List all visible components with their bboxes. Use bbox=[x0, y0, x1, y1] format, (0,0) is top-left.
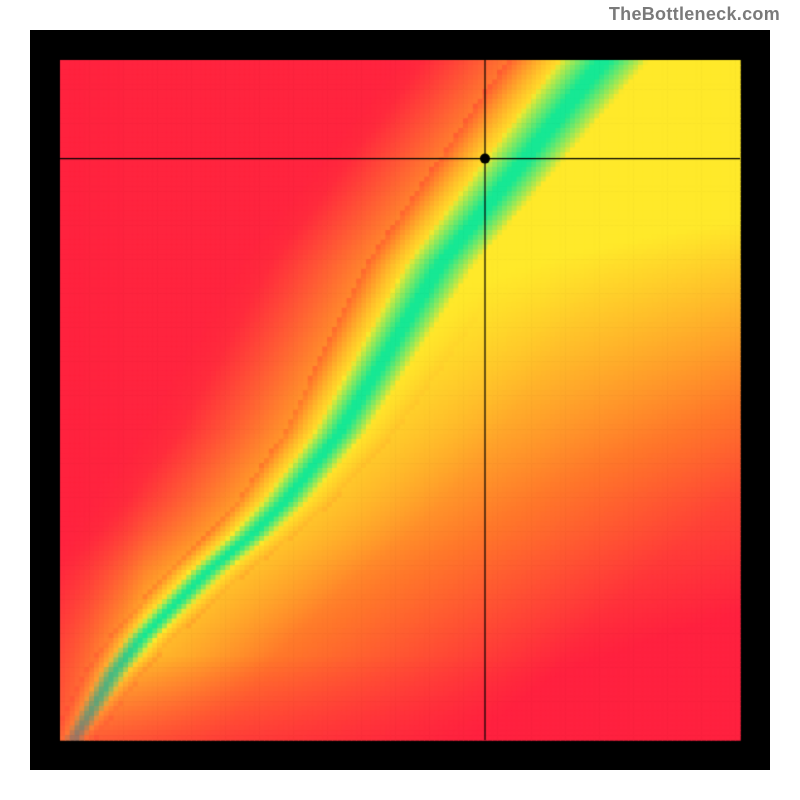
chart-container: TheBottleneck.com bbox=[0, 0, 800, 800]
chart-frame bbox=[30, 30, 770, 770]
attribution-text: TheBottleneck.com bbox=[609, 4, 780, 25]
heatmap-canvas bbox=[30, 30, 770, 770]
